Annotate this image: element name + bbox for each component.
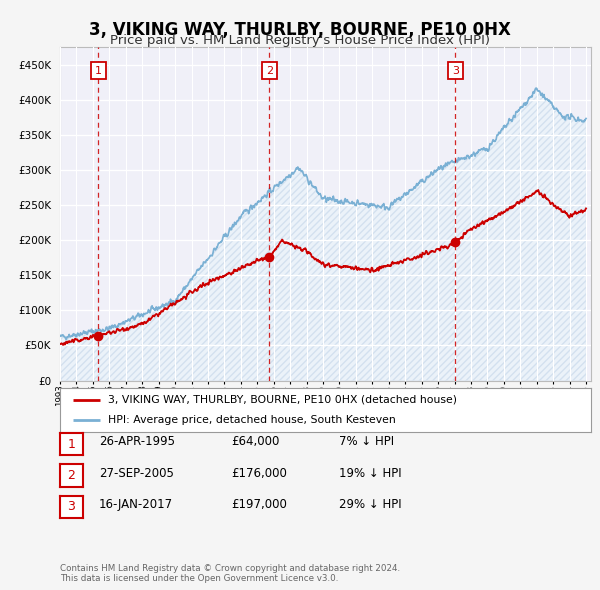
Text: 19% ↓ HPI: 19% ↓ HPI (339, 467, 401, 480)
Text: 7% ↓ HPI: 7% ↓ HPI (339, 435, 394, 448)
Text: 16-JAN-2017: 16-JAN-2017 (99, 498, 173, 511)
Text: £64,000: £64,000 (231, 435, 280, 448)
Text: 3, VIKING WAY, THURLBY, BOURNE, PE10 0HX: 3, VIKING WAY, THURLBY, BOURNE, PE10 0HX (89, 21, 511, 39)
Text: 26-APR-1995: 26-APR-1995 (99, 435, 175, 448)
Text: 3: 3 (67, 500, 76, 513)
Text: HPI: Average price, detached house, South Kesteven: HPI: Average price, detached house, Sout… (108, 415, 395, 425)
Text: Price paid vs. HM Land Registry's House Price Index (HPI): Price paid vs. HM Land Registry's House … (110, 34, 490, 47)
Text: Contains HM Land Registry data © Crown copyright and database right 2024.
This d: Contains HM Land Registry data © Crown c… (60, 563, 400, 583)
Text: 29% ↓ HPI: 29% ↓ HPI (339, 498, 401, 511)
Text: 3: 3 (452, 65, 459, 76)
Text: 1: 1 (95, 65, 101, 76)
Text: 3, VIKING WAY, THURLBY, BOURNE, PE10 0HX (detached house): 3, VIKING WAY, THURLBY, BOURNE, PE10 0HX… (108, 395, 457, 405)
Text: £176,000: £176,000 (231, 467, 287, 480)
Text: 1: 1 (67, 438, 76, 451)
Text: 2: 2 (67, 469, 76, 482)
Text: 2: 2 (266, 65, 273, 76)
Text: £197,000: £197,000 (231, 498, 287, 511)
Text: 27-SEP-2005: 27-SEP-2005 (99, 467, 174, 480)
